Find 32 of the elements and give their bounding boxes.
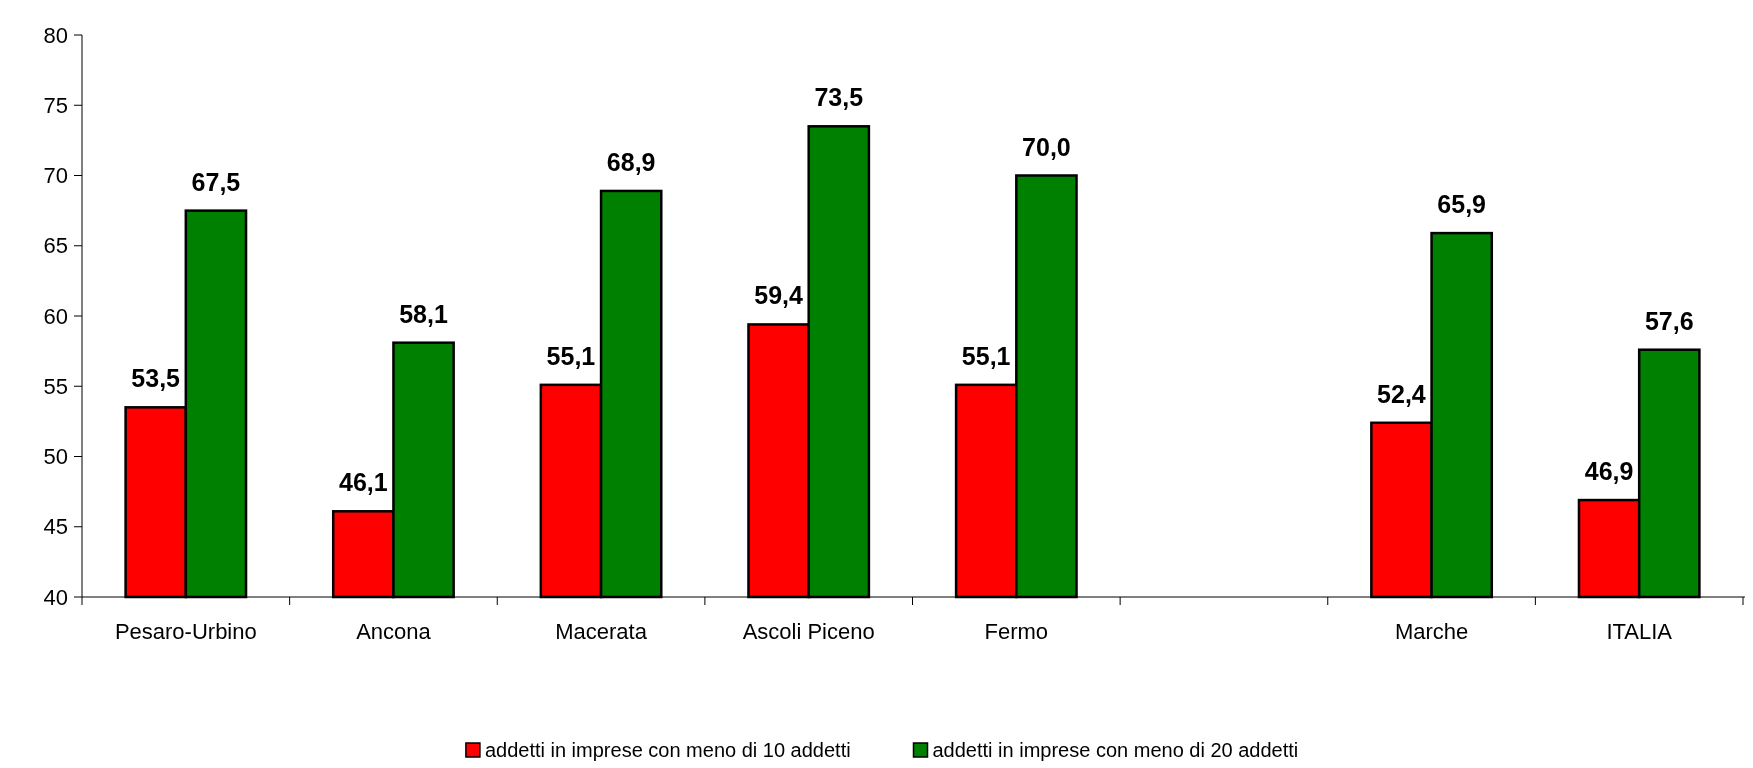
data-label: 53,5 — [131, 364, 181, 393]
y-tick-label: 45 — [43, 514, 68, 540]
y-tick-label: 55 — [43, 373, 68, 399]
y-tick-label: 70 — [43, 163, 68, 189]
data-label: 57,6 — [1644, 306, 1694, 335]
x-tick-label: Marche — [1394, 619, 1469, 644]
data-label: 55,1 — [546, 341, 596, 370]
legend-label: addetti in imprese con meno di 10 addetti — [484, 739, 851, 761]
data-label: 70,0 — [1022, 132, 1071, 161]
data-label: 52,4 — [1377, 379, 1426, 408]
x-tick-label: Ancona — [356, 619, 432, 644]
data-label: 46,1 — [339, 468, 388, 497]
data-label: 59,4 — [754, 281, 803, 310]
x-tick-label: ITALIA — [1606, 619, 1673, 644]
data-label: 67,5 — [191, 167, 241, 196]
data-label: 68,9 — [606, 147, 656, 176]
data-label: 73,5 — [814, 83, 864, 112]
legend-label: addetti in imprese con meno di 20 addetti — [932, 739, 1299, 761]
y-tick-label: 50 — [43, 444, 68, 470]
y-tick-label: 60 — [43, 303, 68, 329]
y-tick-label: 75 — [43, 92, 68, 118]
x-tick-label: Macerata — [555, 619, 648, 644]
data-label: 55,1 — [961, 341, 1011, 370]
data-label: 46,9 — [1584, 457, 1634, 486]
x-tick-label: Ascoli Piceno — [742, 619, 875, 644]
y-tick-label: 65 — [43, 233, 68, 259]
x-tick-label: Fermo — [984, 619, 1049, 644]
y-tick-label: 80 — [43, 22, 68, 48]
data-label: 65,9 — [1437, 190, 1486, 219]
y-tick-label: 40 — [43, 584, 68, 610]
x-tick-label: Pesaro-Urbino — [114, 619, 257, 644]
data-label: 58,1 — [399, 299, 448, 328]
